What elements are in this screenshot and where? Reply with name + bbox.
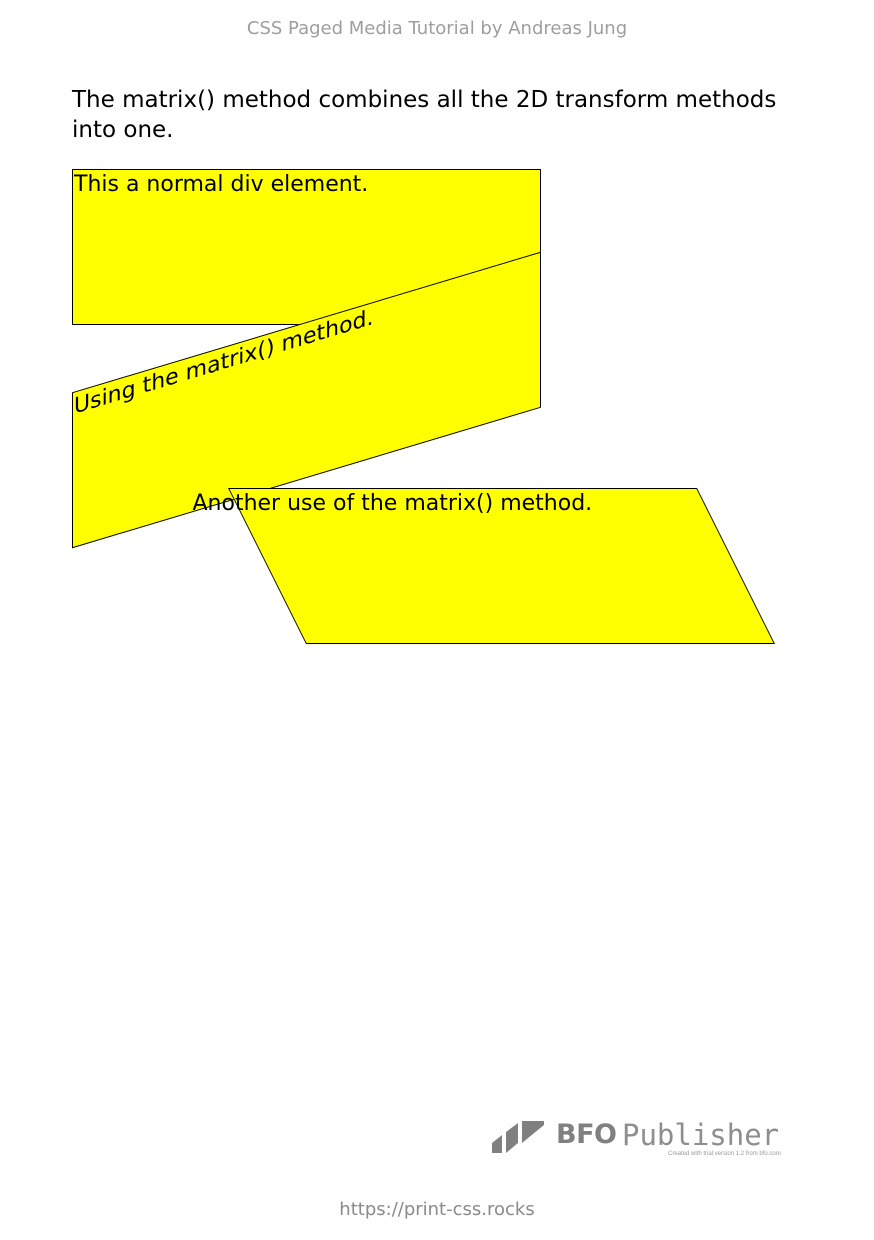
normal-div-text: This a normal div element. <box>74 172 369 197</box>
matrix-skewed-box: Another use of the matrix() method. <box>193 488 775 644</box>
intro-paragraph: The matrix() method combines all the 2D … <box>72 87 777 143</box>
logo-product-text: Publisher <box>622 1118 780 1152</box>
matrix-skewed-text: Another use of the matrix() method. <box>192 491 593 516</box>
normal-div-box: This a normal div element. <box>72 169 541 325</box>
page-header: CSS Paged Media Tutorial by Andreas Jung <box>246 18 628 39</box>
logo-brand-text: BFO <box>556 1119 617 1150</box>
logo-trial-note: Created with trial version 1.2 from bfo.… <box>668 1151 781 1157</box>
bfo-publisher-logo: BFO Publisher Created with trial version… <box>492 1118 792 1164</box>
page-footer-url: https://print-css.rocks <box>339 1199 535 1220</box>
bfo-stripes-icon <box>492 1121 544 1153</box>
